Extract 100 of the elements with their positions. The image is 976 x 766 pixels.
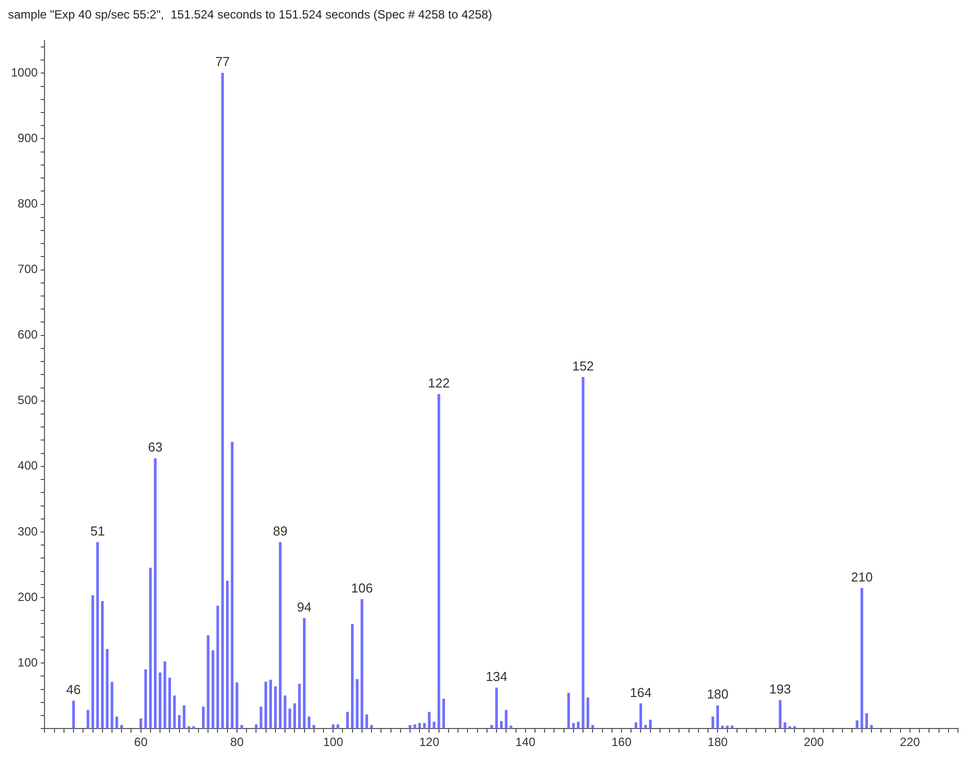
- bar: [293, 703, 296, 728]
- bar: [504, 710, 508, 728]
- bar: [216, 606, 220, 728]
- y-tick-label: 900: [18, 131, 38, 146]
- annotation: 106: [351, 580, 373, 596]
- bar: [510, 726, 512, 728]
- bar: [212, 650, 214, 728]
- bar: [870, 724, 873, 728]
- bar: [288, 708, 292, 728]
- bar: [260, 706, 262, 728]
- bar: [149, 568, 152, 728]
- bar: [332, 724, 334, 728]
- y-tick-label: 500: [18, 393, 38, 408]
- bar: [144, 669, 147, 728]
- bar: [226, 580, 229, 728]
- y-tick-label: 100: [18, 655, 38, 670]
- annotation: 164: [630, 684, 652, 700]
- bar: [413, 724, 416, 728]
- bar: [86, 710, 90, 728]
- x-tick-label: 120: [419, 735, 440, 750]
- bar: [240, 724, 244, 728]
- bar: [716, 705, 719, 728]
- bar: [408, 724, 412, 728]
- bar: [206, 635, 210, 728]
- annotation: 210: [851, 569, 873, 584]
- bar: [230, 442, 234, 728]
- x-tick-label: 80: [230, 735, 244, 750]
- bar: [351, 624, 354, 728]
- annotation: 51: [90, 524, 105, 539]
- y-tick-label: 300: [18, 524, 38, 538]
- bar: [120, 724, 123, 728]
- bar: [428, 712, 431, 728]
- bar: [586, 697, 590, 728]
- annotation: 180: [706, 686, 729, 702]
- annotation: 94: [297, 600, 312, 615]
- x-tick-label: 60: [134, 735, 148, 750]
- annotation: 63: [148, 440, 162, 455]
- bar: [721, 726, 724, 728]
- bar: [576, 722, 580, 728]
- bar: [101, 601, 104, 728]
- bar: [178, 715, 181, 728]
- bar: [500, 721, 503, 728]
- bar: [110, 682, 114, 728]
- bar: [254, 724, 258, 728]
- bar: [182, 705, 186, 728]
- bar: [264, 682, 268, 728]
- bar: [236, 682, 238, 728]
- bar: [140, 718, 142, 728]
- bar: [202, 706, 205, 728]
- bar: [567, 692, 570, 728]
- bar: [360, 599, 364, 728]
- bar: [712, 716, 714, 728]
- y-tick-label: 1000: [10, 65, 38, 80]
- bar: [856, 720, 858, 728]
- bar: [865, 713, 868, 728]
- bar: [336, 724, 340, 728]
- bar: [572, 723, 575, 728]
- x-tick-label: 180: [708, 735, 728, 750]
- chart-title: sample "Exp 40 sp/sec 55:2", 151.524 seconds to 151.524 seconds (Spec # 4258 to 4258): [8, 8, 492, 22]
- bar: [173, 696, 176, 728]
- x-tick-label: 220: [900, 735, 920, 750]
- bar: [726, 726, 729, 728]
- bar: [269, 680, 272, 728]
- y-tick-label: 700: [18, 262, 38, 276]
- annotation: 134: [486, 669, 508, 684]
- bar: [308, 716, 310, 728]
- bar: [582, 376, 584, 728]
- bar: [860, 588, 864, 728]
- x-tick-label: 160: [612, 735, 632, 750]
- y-tick-label: 200: [18, 590, 38, 604]
- y-tick-label: 800: [18, 196, 38, 211]
- bar: [365, 714, 368, 728]
- bar: [278, 542, 282, 728]
- x-tick-label: 100: [323, 735, 344, 750]
- annotation: 46: [66, 682, 81, 698]
- bar: [649, 720, 652, 728]
- bar: [591, 724, 594, 728]
- bar: [221, 72, 224, 728]
- bar: [423, 723, 426, 728]
- x-tick-label: 200: [804, 735, 824, 750]
- y-tick-label: 600: [18, 328, 38, 342]
- bar: [432, 722, 436, 728]
- bar: [298, 684, 301, 728]
- bar: [284, 696, 286, 728]
- bar: [96, 542, 99, 728]
- bar: [115, 716, 118, 728]
- bar: [442, 698, 445, 728]
- annotation: 77: [215, 54, 230, 70]
- bar: [164, 661, 166, 728]
- bar: [370, 724, 373, 728]
- bar: [495, 688, 498, 728]
- bar: [106, 648, 109, 728]
- bar: [634, 722, 638, 728]
- bar: [302, 618, 306, 728]
- annotation: 122: [428, 375, 450, 390]
- bar: [639, 703, 642, 728]
- bar: [158, 672, 162, 728]
- bar: [274, 686, 277, 728]
- y-tick-label: 400: [18, 458, 38, 473]
- bar: [72, 700, 75, 728]
